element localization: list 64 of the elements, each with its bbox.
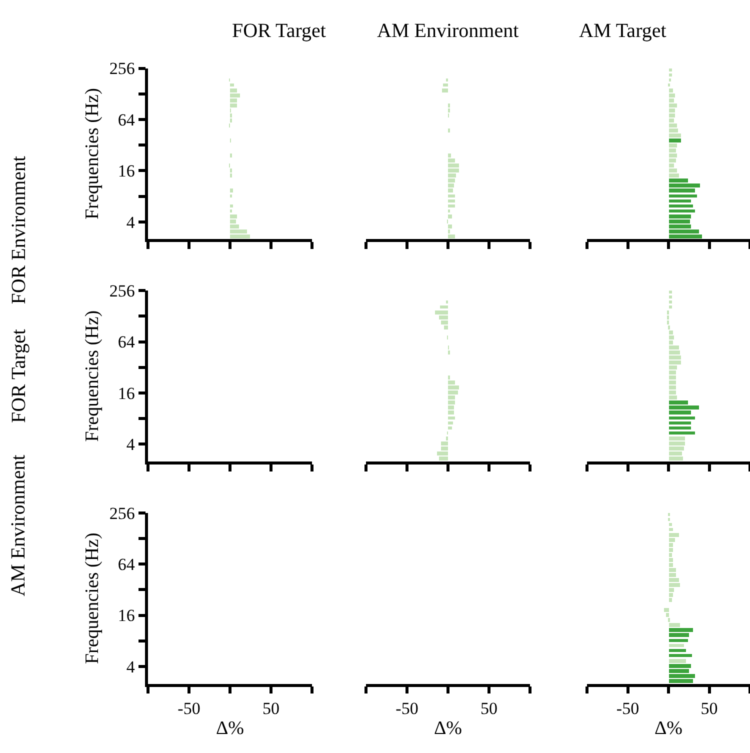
bar bbox=[669, 209, 695, 212]
x-axis-title: Δ% bbox=[434, 718, 462, 739]
y-tick-label: 256 bbox=[109, 282, 135, 301]
bar bbox=[669, 194, 697, 198]
text: FOR Target bbox=[8, 328, 30, 424]
y-axis-title: Frequencies (Hz) bbox=[82, 88, 104, 220]
y-tick-label: 64 bbox=[118, 110, 136, 130]
bar bbox=[669, 432, 695, 435]
bar bbox=[669, 296, 672, 299]
x-tick-label: 50 bbox=[700, 698, 718, 718]
bar bbox=[669, 426, 691, 430]
y-tick-label: 16 bbox=[118, 606, 135, 626]
y-tick-label: 4 bbox=[126, 657, 136, 676]
bar bbox=[448, 214, 452, 218]
bar bbox=[230, 83, 234, 86]
y-tick-label: 64 bbox=[118, 332, 136, 352]
bar bbox=[440, 306, 448, 309]
y-axis-title: Frequencies (Hz) bbox=[82, 310, 104, 442]
chart-title: AM Target bbox=[579, 20, 667, 42]
x-tick-label: -50 bbox=[178, 698, 200, 718]
bar bbox=[448, 199, 455, 202]
text: FOR Environment bbox=[8, 155, 30, 304]
bar bbox=[669, 658, 686, 663]
bar bbox=[448, 422, 453, 425]
bar bbox=[669, 138, 681, 142]
x-tick-label: -50 bbox=[396, 698, 418, 718]
x-tick-label: 50 bbox=[480, 698, 498, 718]
bar bbox=[669, 422, 691, 425]
bar bbox=[669, 648, 686, 652]
bar bbox=[448, 426, 452, 430]
bar bbox=[448, 416, 455, 420]
x-axis-title: Δ% bbox=[216, 718, 244, 739]
y-tick-label: 256 bbox=[109, 504, 135, 523]
y-axis-title: Frequencies (Hz) bbox=[82, 532, 104, 664]
bar bbox=[669, 204, 693, 208]
bar bbox=[669, 522, 672, 526]
bar bbox=[669, 644, 684, 647]
text: AM Environment bbox=[8, 454, 30, 596]
bar bbox=[448, 194, 455, 198]
x-tick-label: -50 bbox=[616, 698, 640, 718]
x-axis-title: Δ% bbox=[654, 718, 683, 739]
y-tick-label: 64 bbox=[118, 555, 136, 574]
y-tick-label: 4 bbox=[126, 212, 136, 232]
bar bbox=[443, 83, 448, 86]
y-tick-label: 16 bbox=[118, 162, 135, 181]
bar bbox=[669, 638, 688, 642]
x-tick-label: 50 bbox=[262, 698, 280, 718]
bar bbox=[669, 300, 672, 304]
bar bbox=[230, 188, 233, 192]
bar bbox=[669, 68, 672, 72]
y-tick-label: 16 bbox=[118, 384, 135, 403]
y-tick-label: 4 bbox=[126, 435, 136, 454]
bar bbox=[669, 306, 672, 309]
bar bbox=[448, 204, 455, 208]
bar bbox=[669, 199, 691, 202]
bar bbox=[442, 88, 448, 92]
bar bbox=[669, 416, 695, 420]
bar bbox=[669, 73, 672, 76]
bar bbox=[230, 204, 233, 208]
chart-title: FOR Target bbox=[232, 20, 326, 42]
bar bbox=[669, 654, 692, 657]
chart-title: AM Environment bbox=[377, 20, 520, 42]
y-tick-label: 256 bbox=[109, 59, 135, 78]
bar bbox=[669, 528, 673, 531]
